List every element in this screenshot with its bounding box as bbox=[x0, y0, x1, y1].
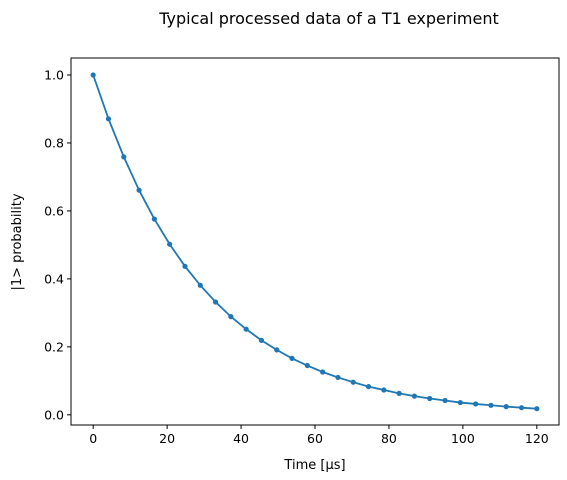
data-point bbox=[258, 337, 265, 343]
x-axis: 0 20 40 60 80 100 120 bbox=[89, 425, 549, 446]
data-point bbox=[518, 405, 525, 411]
data-point bbox=[182, 263, 188, 269]
x-axis-label: Time [µs] bbox=[283, 458, 345, 473]
y-tick-label: 0.6 bbox=[44, 203, 64, 218]
data-point bbox=[411, 393, 418, 399]
data-point bbox=[365, 384, 372, 390]
data-point bbox=[228, 313, 234, 320]
y-tick-label: 1.0 bbox=[44, 67, 64, 82]
data-point bbox=[473, 401, 479, 407]
data-point bbox=[90, 72, 96, 78]
data-point bbox=[350, 379, 356, 385]
y-axis: 0.0 0.2 0.4 0.6 0.8 1.0 bbox=[44, 67, 71, 422]
data-point bbox=[136, 187, 142, 193]
data-point bbox=[457, 399, 463, 406]
data-point bbox=[534, 406, 540, 412]
data-point bbox=[274, 347, 280, 353]
x-tick-label: 0 bbox=[89, 431, 97, 446]
data-point bbox=[488, 402, 494, 408]
y-tick-label: 0.4 bbox=[44, 271, 64, 286]
data-point bbox=[243, 326, 249, 332]
data-point bbox=[197, 282, 203, 288]
data-point bbox=[289, 355, 295, 361]
series-line bbox=[92, 74, 537, 410]
y-tick-label: 0.2 bbox=[44, 339, 64, 354]
data-point bbox=[396, 390, 402, 396]
data-point bbox=[335, 374, 341, 381]
y-axis-label: |1> probability bbox=[10, 193, 25, 290]
x-tick-label: 40 bbox=[233, 431, 249, 446]
series-points bbox=[90, 72, 540, 412]
x-tick-label: 80 bbox=[381, 431, 397, 446]
data-point bbox=[212, 299, 219, 305]
x-tick-label: 100 bbox=[451, 431, 475, 446]
plot-frame bbox=[70, 57, 560, 426]
chart-title: Typical processed data of a T1 experimen… bbox=[158, 9, 499, 28]
data-point bbox=[121, 154, 127, 160]
data-point bbox=[442, 397, 448, 404]
data-point bbox=[320, 369, 326, 375]
data-point bbox=[167, 241, 173, 247]
data-point bbox=[105, 116, 112, 122]
data-point bbox=[427, 395, 433, 402]
x-tick-label: 60 bbox=[307, 431, 323, 446]
data-point bbox=[503, 404, 509, 410]
data-point bbox=[151, 216, 157, 222]
x-tick-label: 120 bbox=[525, 431, 549, 446]
data-point bbox=[304, 362, 310, 369]
x-tick-label: 20 bbox=[159, 431, 175, 446]
y-tick-label: 0.0 bbox=[44, 407, 64, 422]
data-point bbox=[381, 387, 387, 393]
y-tick-label: 0.8 bbox=[44, 135, 64, 150]
